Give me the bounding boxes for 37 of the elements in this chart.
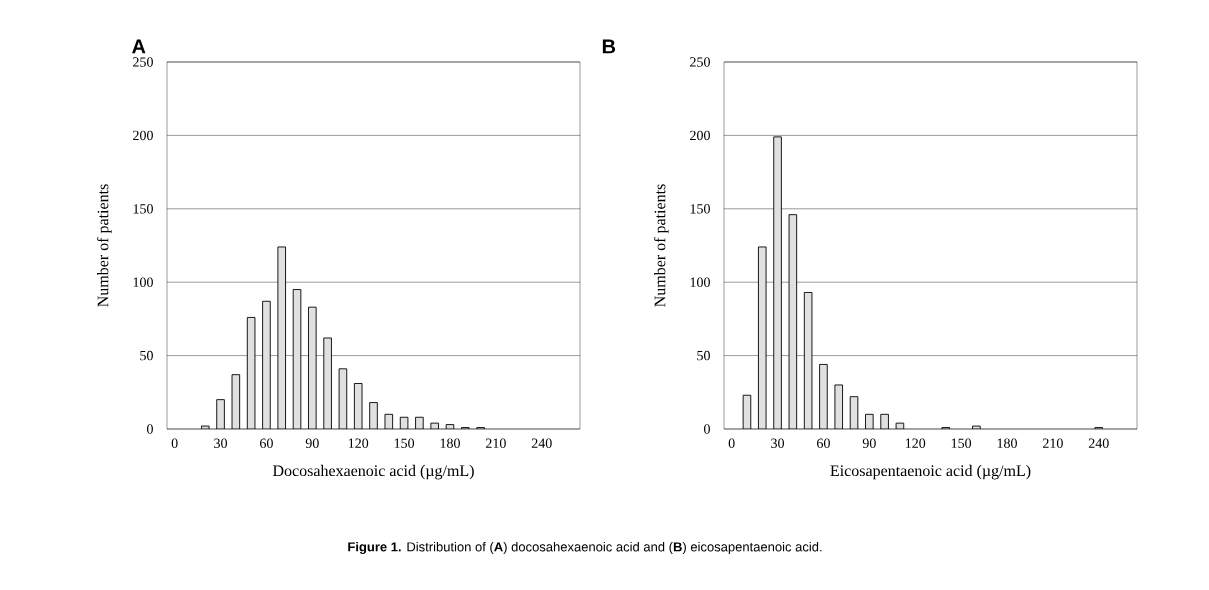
- x-tick-label: 210: [485, 438, 506, 448]
- y-tick-label: 250: [690, 57, 710, 67]
- x-tick-label: 30: [771, 438, 785, 448]
- x-tick-label: 60: [817, 438, 830, 448]
- y-tick-label: 100: [133, 277, 153, 287]
- y-tick-label: 200: [133, 130, 153, 141]
- y-tick-label: 50: [140, 350, 153, 361]
- y-tick-label: 50: [697, 350, 710, 361]
- y-tick-label: 200: [690, 130, 710, 141]
- x-tick-label: 210: [1042, 438, 1063, 448]
- chart-title: A: [132, 39, 146, 54]
- y-axis-title: Number of patients: [96, 184, 112, 307]
- x-tick-label: 30: [214, 438, 227, 448]
- y-tick-label: 100: [690, 277, 710, 287]
- y-tick-label: 0: [147, 424, 153, 434]
- x-tick-label: 240: [1088, 438, 1109, 448]
- x-tick-label: 90: [305, 438, 319, 448]
- x-tick-label: 0: [728, 438, 735, 448]
- text: Figure 1. Distribution of (A) docosahexaenoic acid and (B) eicosapentaenoic acid.: [348, 541, 822, 555]
- x-tick-label: 150: [951, 438, 972, 448]
- chart-title: B: [602, 39, 616, 54]
- y-tick-label: 0: [704, 424, 710, 434]
- y-axis-title: Number of patients: [653, 184, 669, 307]
- x-tick-label: 120: [348, 438, 369, 448]
- x-tick-label: 150: [394, 438, 415, 448]
- y-tick-label: 150: [690, 204, 710, 214]
- x-axis-title: Eicosapentaenoic acid (µg/mL): [830, 464, 1031, 480]
- x-tick-label: 90: [862, 438, 876, 448]
- x-tick-label: 120: [905, 438, 926, 448]
- y-tick-label: 150: [133, 204, 153, 214]
- x-tick-label: 0: [171, 438, 178, 448]
- x-tick-label: 240: [531, 438, 552, 448]
- y-tick-label: 250: [133, 57, 153, 67]
- x-tick-label: 180: [997, 438, 1017, 448]
- x-axis-title: Docosahexaenoic acid (µg/mL): [272, 464, 474, 480]
- x-tick-label: 180: [440, 438, 460, 448]
- x-tick-label: 60: [260, 438, 273, 448]
